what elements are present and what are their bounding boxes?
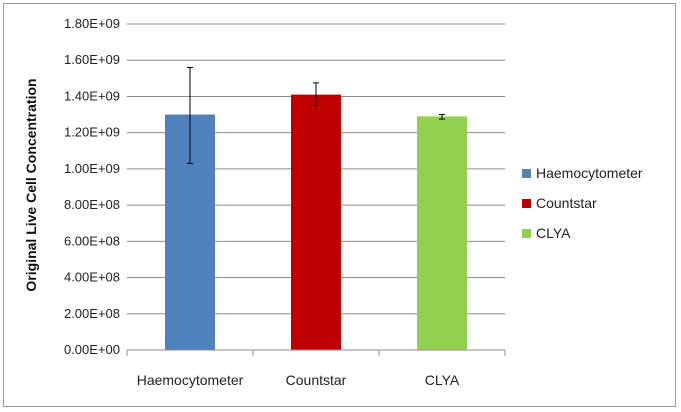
error-bars (187, 66, 445, 164)
y-tick-label: 4.00E+08 (64, 270, 120, 285)
y-tick-label: 6.00E+08 (64, 233, 120, 248)
legend-label: CLYA (536, 225, 571, 241)
bars (165, 94, 467, 350)
legend-swatch (522, 229, 531, 238)
y-tick-label: 2.00E+08 (64, 306, 120, 321)
y-tick-label: 0.00E+00 (64, 342, 120, 357)
legend-label: Countstar (536, 195, 597, 211)
y-tick-label: 1.40E+09 (64, 88, 120, 103)
y-tick-label: 1.20E+09 (64, 125, 120, 140)
x-category-label: CLYA (425, 372, 460, 388)
legend-swatch (522, 169, 531, 178)
y-axis-label: Original Live Cell Concentration (23, 78, 39, 291)
legend-label: Haemocytometer (536, 165, 643, 181)
x-category-label: Haemocytometer (137, 372, 244, 388)
y-tick-label: 8.00E+08 (64, 197, 120, 212)
y-tick-labels: 0.00E+00 2.00E+08 4.00E+08 6.00E+08 8.00E+08… (64, 16, 120, 357)
bar-clya (417, 116, 467, 350)
y-tick-label: 1.00E+09 (64, 161, 120, 176)
axes (126, 349, 506, 356)
x-category-label: Countstar (286, 372, 347, 388)
legend: Haemocytometer Countstar CLYA (522, 165, 643, 241)
legend-swatch (522, 199, 531, 208)
y-tick-label: 1.60E+09 (64, 52, 120, 67)
x-category-labels: Haemocytometer Countstar CLYA (137, 372, 460, 388)
bar-countstar (291, 94, 341, 350)
y-tick-label: 1.80E+09 (64, 16, 120, 31)
